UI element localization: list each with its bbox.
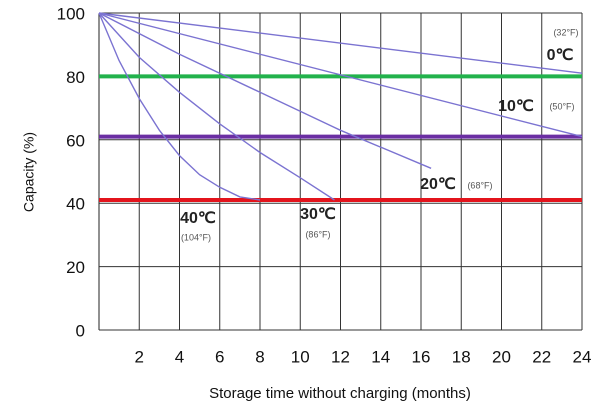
series-line [98, 12, 583, 138]
y-tick-label: 80 [66, 68, 85, 87]
series-line [98, 12, 583, 74]
series-sublabel: (104°F) [181, 232, 211, 242]
series-sublabel: (68°F) [467, 180, 492, 190]
x-tick-label: 2 [135, 347, 144, 366]
y-tick-label: 40 [66, 195, 85, 214]
series-label: 40℃ [180, 210, 216, 227]
series-label: 10℃ [498, 98, 534, 115]
series-line [98, 12, 261, 201]
x-tick-label: 18 [452, 347, 471, 366]
series-line [98, 12, 432, 169]
series-line [98, 12, 335, 201]
x-tick-label: 12 [331, 347, 350, 366]
x-tick-label: 22 [532, 347, 551, 366]
x-tick-label: 20 [492, 347, 511, 366]
x-tick-label: 4 [175, 347, 184, 366]
series-sublabel: (86°F) [305, 229, 330, 239]
y-axis-label: Capacity (%) [21, 132, 37, 212]
series-label: 20℃ [420, 176, 456, 193]
y-tick-label: 0 [76, 321, 85, 340]
series-label: 30℃ [300, 206, 336, 223]
x-tick-label: 24 [573, 347, 592, 366]
y-tick-label: 60 [66, 131, 85, 150]
y-tick-label: 100 [57, 4, 85, 23]
x-tick-label: 14 [371, 347, 390, 366]
x-tick-label: 6 [215, 347, 224, 366]
x-tick-label: 16 [412, 347, 431, 366]
series-sublabel: (32°F) [553, 27, 578, 37]
x-tick-label: 8 [255, 347, 264, 366]
y-tick-label: 20 [66, 258, 85, 277]
x-axis-label: Storage time without charging (months) [209, 385, 471, 402]
series-label: 0℃ [547, 47, 574, 64]
x-tick-label: 10 [291, 347, 310, 366]
series-sublabel: (50°F) [549, 101, 574, 111]
